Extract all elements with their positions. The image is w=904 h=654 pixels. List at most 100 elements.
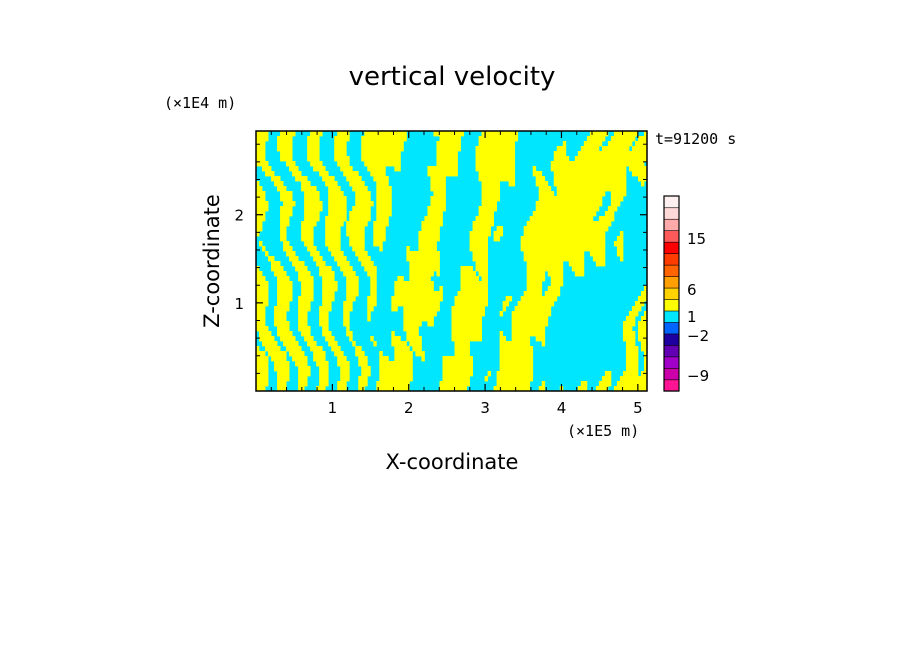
colorbar-swatch bbox=[663, 207, 680, 220]
field-cell bbox=[289, 166, 299, 172]
field-cell bbox=[328, 186, 341, 192]
field-cell bbox=[574, 156, 648, 162]
field-cell bbox=[277, 186, 287, 192]
field-cell bbox=[280, 196, 293, 202]
field-cell bbox=[625, 346, 639, 352]
field-cell bbox=[334, 256, 347, 262]
field-cell bbox=[379, 371, 413, 377]
field-cell bbox=[637, 176, 648, 182]
field-cell bbox=[532, 211, 597, 217]
field-cell bbox=[364, 161, 401, 167]
x-tick-label: 3 bbox=[480, 399, 490, 417]
field-cell bbox=[622, 336, 636, 342]
field-cell bbox=[301, 281, 314, 287]
field-cell bbox=[298, 321, 308, 327]
field-cell bbox=[310, 251, 320, 257]
field-cell bbox=[256, 266, 260, 272]
field-cell bbox=[292, 171, 302, 177]
field-cell bbox=[298, 311, 308, 317]
field-cell bbox=[550, 161, 645, 167]
field-cell bbox=[550, 166, 627, 172]
field-cell bbox=[535, 201, 603, 207]
field-cell bbox=[325, 336, 335, 342]
field-cell bbox=[499, 351, 534, 357]
field-cell bbox=[325, 221, 344, 227]
field-cell bbox=[403, 316, 434, 322]
field-cell bbox=[619, 256, 624, 262]
field-cell bbox=[595, 261, 606, 267]
field-cell bbox=[550, 276, 564, 282]
colorbar-label: −9 bbox=[687, 367, 709, 385]
field-cell bbox=[625, 361, 639, 367]
field-cell bbox=[370, 336, 374, 342]
field-cell bbox=[478, 211, 495, 217]
field-cell bbox=[298, 376, 308, 382]
field-cell bbox=[475, 266, 488, 272]
colorbar-swatch bbox=[663, 287, 680, 300]
field-cell bbox=[298, 276, 314, 282]
field-cell bbox=[553, 156, 570, 162]
field-cell bbox=[523, 231, 606, 237]
field-cell bbox=[454, 296, 488, 302]
field-cell bbox=[304, 336, 314, 342]
field-cell bbox=[256, 211, 266, 217]
field-cell bbox=[256, 291, 269, 297]
x-axis-label: X-coordinate bbox=[386, 450, 519, 474]
colorbar-swatch bbox=[663, 241, 680, 254]
field-cell bbox=[607, 141, 633, 147]
field-cell bbox=[298, 306, 311, 312]
field-cell bbox=[346, 326, 350, 332]
field-cell bbox=[370, 171, 386, 177]
field-cell bbox=[322, 286, 338, 292]
field-cell bbox=[526, 271, 546, 277]
field-cell bbox=[298, 316, 308, 322]
field-cell bbox=[298, 296, 314, 302]
field-cell bbox=[283, 241, 290, 247]
field-cell bbox=[322, 331, 332, 337]
field-cell bbox=[616, 246, 624, 252]
field-cell bbox=[340, 266, 353, 272]
field-cell bbox=[277, 286, 293, 292]
field-cell bbox=[361, 156, 401, 162]
field-cell bbox=[301, 291, 314, 297]
field-cell bbox=[583, 141, 603, 147]
field-cell bbox=[316, 261, 326, 267]
field-cell bbox=[277, 136, 293, 142]
field-cell bbox=[280, 221, 290, 227]
field-cell bbox=[499, 356, 534, 362]
field-cell bbox=[256, 386, 266, 392]
field-cell bbox=[604, 211, 615, 217]
x-tick-label: 4 bbox=[557, 399, 567, 417]
field-cell bbox=[433, 191, 446, 197]
field-cell bbox=[352, 186, 368, 192]
field-cell bbox=[643, 356, 648, 362]
field-cell bbox=[475, 166, 516, 172]
field-cell bbox=[556, 146, 567, 152]
field-cell bbox=[337, 386, 347, 392]
field-cell bbox=[631, 146, 648, 152]
field-cell bbox=[343, 301, 353, 307]
field-cell bbox=[451, 311, 485, 317]
field-cell bbox=[460, 266, 473, 272]
field-cell bbox=[277, 296, 293, 302]
field-cell bbox=[625, 366, 639, 372]
field-cell bbox=[538, 186, 552, 192]
field-cell bbox=[643, 366, 648, 372]
field-cell bbox=[256, 206, 269, 212]
field-cell bbox=[376, 181, 389, 187]
field-cell bbox=[643, 351, 648, 357]
field-cell bbox=[430, 196, 446, 202]
field-cell bbox=[307, 341, 317, 347]
field-cell bbox=[304, 191, 320, 197]
field-cell bbox=[325, 231, 341, 237]
field-cell bbox=[478, 171, 516, 177]
field-cell bbox=[256, 296, 269, 302]
field-cell bbox=[454, 301, 488, 307]
field-cell bbox=[274, 271, 287, 277]
colorbar-label: −2 bbox=[687, 327, 709, 345]
field-cell bbox=[256, 226, 263, 232]
field-cell bbox=[277, 281, 293, 287]
field-cell bbox=[499, 311, 504, 317]
field-cell bbox=[472, 226, 491, 232]
